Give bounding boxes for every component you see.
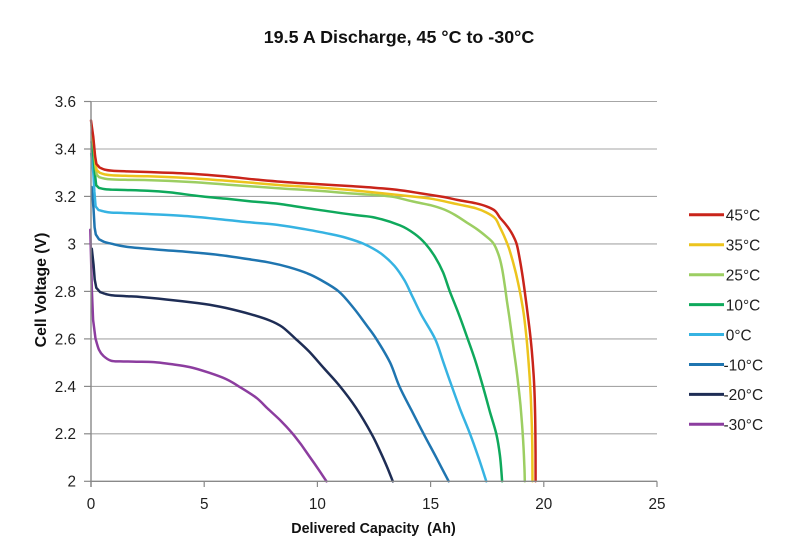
svg-text:Cell Voltage (V): Cell Voltage (V): [33, 233, 50, 348]
svg-text:19.5 A Discharge, 45 °C to -30: 19.5 A Discharge, 45 °C to -30°C: [264, 27, 535, 47]
svg-text:15: 15: [422, 496, 439, 513]
svg-text:45°C: 45°C: [726, 208, 761, 225]
svg-text:-30°C: -30°C: [724, 417, 764, 434]
svg-text:10: 10: [309, 496, 326, 513]
svg-text:2.2: 2.2: [55, 426, 76, 443]
svg-text:2: 2: [67, 474, 76, 491]
svg-text:20: 20: [535, 496, 552, 513]
svg-text:-20°C: -20°C: [724, 387, 764, 404]
svg-text:0: 0: [87, 496, 96, 513]
svg-text:0°C: 0°C: [726, 327, 752, 344]
svg-text:3.4: 3.4: [55, 141, 77, 158]
svg-text:25°C: 25°C: [726, 268, 761, 285]
svg-text:3.6: 3.6: [55, 94, 76, 111]
svg-text:2.6: 2.6: [55, 331, 76, 348]
svg-text:2.8: 2.8: [55, 284, 76, 301]
svg-text:35°C: 35°C: [726, 238, 761, 255]
svg-text:10°C: 10°C: [726, 297, 761, 314]
svg-text:5: 5: [200, 496, 209, 513]
svg-text:3.2: 3.2: [55, 189, 76, 206]
svg-text:-10°C: -10°C: [724, 357, 764, 374]
svg-text:Delivered Capacity (Ah): Delivered Capacity (Ah): [291, 521, 456, 537]
svg-text:25: 25: [648, 496, 665, 513]
svg-text:2.4: 2.4: [55, 379, 77, 396]
svg-text:3: 3: [67, 236, 76, 253]
